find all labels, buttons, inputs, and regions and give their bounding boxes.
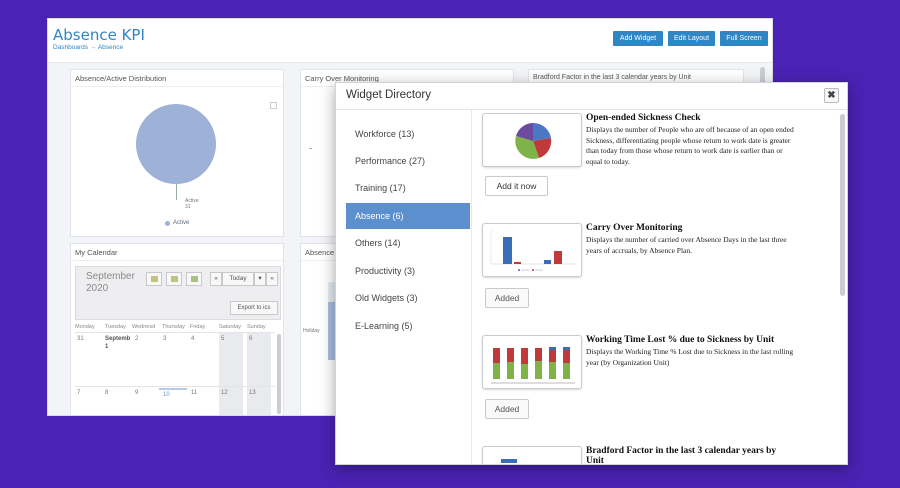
week-view-button[interactable] [166,272,182,286]
dayname-thursday: Thursday [162,324,185,330]
page-title: Absence KPI [53,26,145,44]
pie-slice-value: 31 [185,204,191,210]
category-training[interactable]: Training (17) [355,183,406,193]
category-others[interactable]: Others (14) [355,238,401,248]
absence-bar[interactable] [328,302,338,360]
calendar-year: 2020 [86,283,109,294]
widget-thumbnail-bar[interactable] [482,223,582,277]
calendar-day[interactable]: 9 [135,390,139,396]
calendar-month-name: September [86,271,135,282]
edit-layout-button[interactable]: Edit Layout [668,31,715,46]
dayname-tuesday: Tuesday [105,324,126,330]
stacked-bar-icon [491,347,575,384]
full-screen-button[interactable]: Full Screen [720,31,768,46]
calendar-today-button[interactable]: Today [222,272,254,286]
month-view-icon [151,276,158,282]
calendar-dropdown-icon[interactable]: ▾ [254,272,266,286]
absence-axis-label: Holiday [303,328,320,334]
calendar-weekend-col [219,332,243,415]
carry-over-card-title: Carry Over Monitoring [305,74,379,83]
dayname-monday: Monday [75,324,95,330]
add-it-now-button[interactable]: Add it now [485,176,548,196]
calendar-next-button[interactable]: » [266,272,278,286]
legend-dot-icon [165,221,170,226]
export-ics-button[interactable]: Export to ics [230,301,278,315]
pie-label-line [176,184,177,200]
widget-title: Working Time Lost % due to Sickness by U… [586,335,775,345]
category-productivity[interactable]: Productivity (3) [355,266,416,276]
breadcrumb-root[interactable]: Dashboards [53,44,89,51]
calendar-day[interactable]: 8 [105,390,109,396]
menu-icon[interactable] [270,102,277,109]
breadcrumb: Dashboards → Absence [53,44,123,51]
distribution-card: Absence/Active Distribution Active 31 Ac… [70,69,284,237]
dayname-sunday: Sunday [247,324,266,330]
calendar-day[interactable]: 10 [163,392,170,398]
calendar-day[interactable]: 13 [249,390,256,396]
widget-list: Open-ended Sickness Check Displays the n… [472,110,838,465]
close-icon[interactable]: ✖ [824,88,839,103]
calendar-scrollbar[interactable] [277,334,281,414]
category-list: Workforce (13) Performance (27) Training… [336,110,472,464]
day-view-icon [191,276,198,282]
category-workforce[interactable]: Workforce (13) [355,129,415,139]
widget-directory-modal: Widget Directory ✖ Workforce (13) Perfor… [335,82,848,465]
calendar-day[interactable]: 2 [135,336,139,342]
calendar-prev-button[interactable]: « [210,272,222,286]
bradford-card-title: Bradford Factor in the last 3 calendar y… [533,74,691,81]
calendar-controls: September 2020 « Today ▾ » Export to ics [75,266,281,320]
widget-thumbnail-stacked[interactable] [482,335,582,389]
pie-slice-label: Active [185,198,199,204]
month-view-button[interactable] [146,272,162,286]
pie-chart-icon [515,122,552,159]
calendar-day-extra: 1 [105,344,109,350]
calendar-day[interactable]: 11 [191,390,198,396]
widget-description: Displays the Working Time % Lost due to … [586,347,794,367]
calendar-day[interactable]: 4 [191,336,195,342]
dayname-wednesday: Wednesd [132,324,156,330]
calendar-event-bar[interactable] [159,388,187,390]
category-absence[interactable]: Absence (6) [346,203,470,229]
widget-title: Bradford Factor in the last 3 calendar y… [586,446,777,465]
distribution-card-title: Absence/Active Distribution [75,74,167,83]
widget-title: Carry Over Monitoring [586,223,683,233]
calendar-day[interactable]: 6 [249,336,253,342]
widget-description: Displays the number of People who are of… [586,125,794,166]
widget-thumbnail-bradford[interactable] [482,446,582,464]
bar-chart-icon [501,459,517,463]
calendar-card: My Calendar September 2020 « Today ▾ » E… [70,243,284,415]
calendar-day[interactable]: 3 [163,336,167,342]
calendar-day[interactable]: Septemb [105,336,131,342]
absence-by-card-title: Absence B [305,248,342,257]
modal-header: Widget Directory ✖ [336,83,847,110]
calendar-day[interactable]: 31 [77,336,84,342]
widget-title: Open-ended Sickness Check [586,113,701,123]
widget-list-scrollbar[interactable] [840,114,845,296]
calendar-weekend-col [247,332,271,415]
calendar-day[interactable]: 7 [77,390,81,396]
dayname-saturday: Saturday [219,324,242,330]
calendar-card-title: My Calendar [75,248,118,257]
modal-title: Widget Directory [346,89,431,101]
calendar-day[interactable]: 12 [221,390,228,396]
week-view-icon [171,276,178,282]
widget-description: Displays the number of carried over Abse… [586,235,787,255]
legend-item-active[interactable]: Active [173,220,190,226]
bar-chart-icon [490,230,577,271]
calendar-month: September 2020 [86,271,135,295]
category-e-learning[interactable]: E-Learning (5) [355,321,413,331]
category-performance[interactable]: Performance (27) [355,156,426,166]
category-old-widgets[interactable]: Old Widgets (3) [355,293,418,303]
breadcrumb-arrow-icon: → [89,44,97,51]
added-button[interactable]: Added [485,399,529,419]
calendar-day[interactable]: 5 [221,336,225,342]
widget-thumbnail-pie[interactable] [482,113,582,167]
added-button[interactable]: Added [485,288,529,308]
add-widget-button[interactable]: Add Widget [613,31,663,46]
dashboard-header: Absence KPI Dashboards → Absence Add Wid… [48,19,772,63]
dayname-friday: Friday [190,324,206,330]
day-view-button[interactable] [186,272,202,286]
breadcrumb-current[interactable]: Absence [97,44,124,51]
distribution-pie-slice[interactable] [136,104,216,184]
